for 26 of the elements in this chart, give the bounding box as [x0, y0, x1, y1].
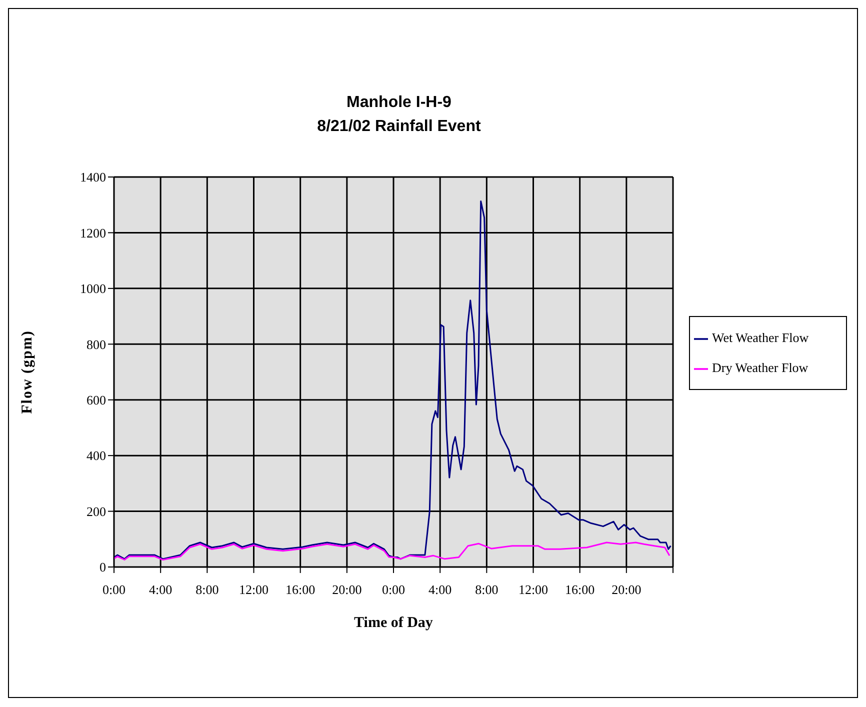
legend-label: Wet Weather Flow	[712, 330, 809, 345]
x-tick-label: 8:00	[196, 582, 219, 598]
x-tick-label: 0:00	[382, 582, 406, 598]
x-tick-label: 16:00	[286, 582, 316, 598]
y-axis-title: Flow (gpm)	[19, 330, 36, 414]
legend-label: Dry Weather Flow	[712, 360, 808, 375]
x-tick-label: 4:00	[149, 582, 172, 598]
x-axis-title: Time of Day	[354, 615, 434, 631]
y-tick-label: 1400	[80, 170, 106, 185]
x-tick-label: 0:00	[102, 582, 126, 598]
x-tick-label: 20:00	[612, 582, 642, 598]
y-tick-label: 400	[86, 448, 106, 464]
x-tick-label: 8:00	[475, 582, 498, 598]
x-tick-label: 16:00	[565, 582, 595, 598]
y-tick-label: 200	[86, 504, 106, 519]
y-tick-label: 1200	[80, 225, 106, 240]
x-tick-label: 4:00	[428, 582, 452, 598]
y-tick-label: 0	[100, 560, 106, 575]
x-tick-label: 12:00	[518, 582, 548, 598]
x-tick-label: 12:00	[238, 582, 269, 598]
chart-title: Manhole I-H-9	[346, 93, 452, 113]
y-tick-label: 600	[86, 392, 106, 408]
x-tick-label: 20:00	[332, 582, 362, 598]
y-tick-label: 800	[86, 336, 106, 352]
chart-subtitle: 8/21/02 Rainfall Event	[316, 117, 482, 137]
y-tick-label: 1000	[80, 281, 106, 296]
